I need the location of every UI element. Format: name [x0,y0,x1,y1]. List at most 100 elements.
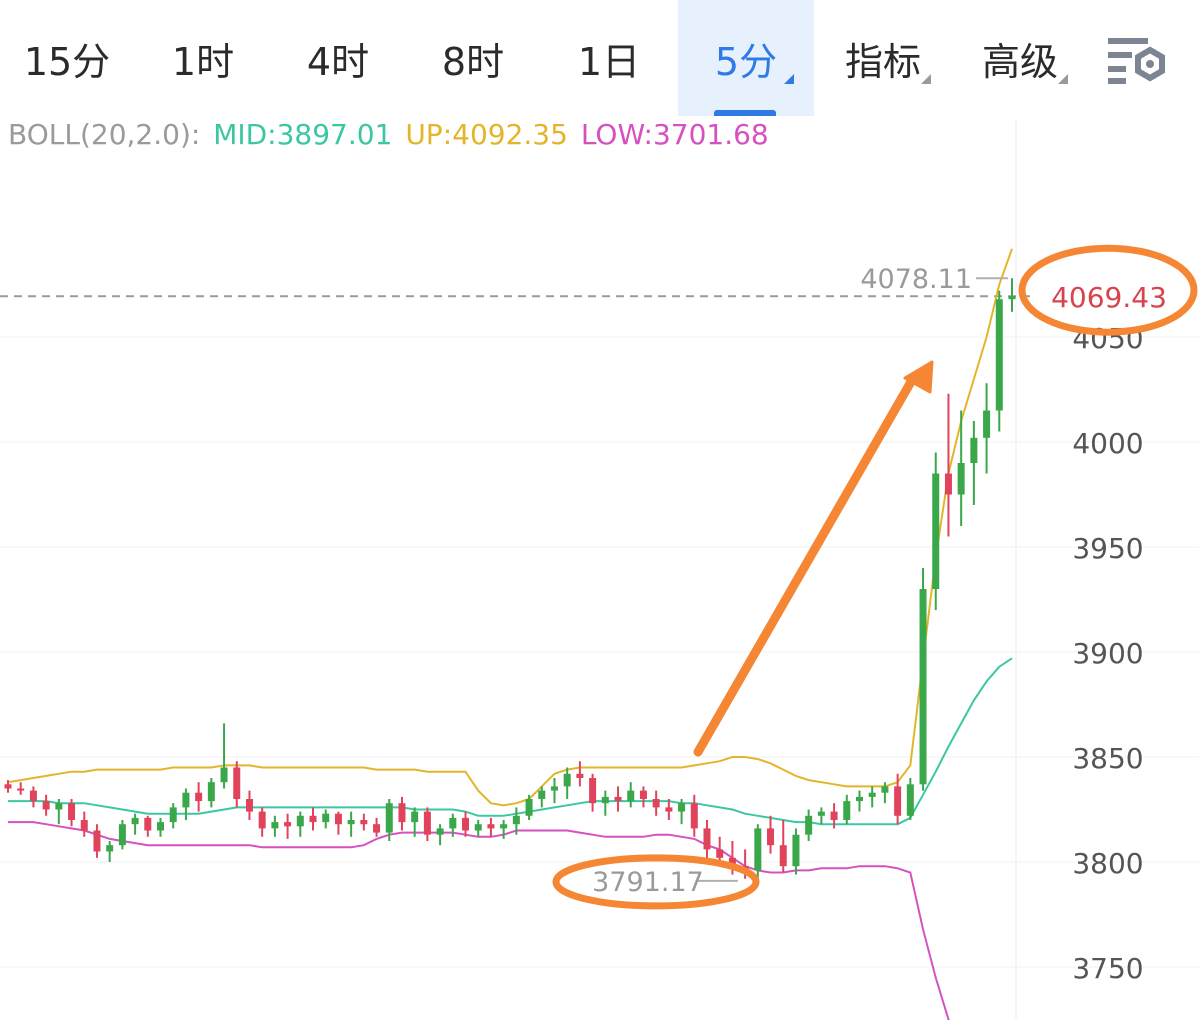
annotation-circle-current-price [1018,244,1198,336]
candle [144,815,152,837]
candle [855,790,863,812]
tab-15分[interactable]: 15分 [7,0,127,116]
candle [436,824,444,846]
candle [601,790,609,816]
candle [512,807,520,835]
y-tick-label: 3850 [1072,742,1143,775]
y-tick-label: 4050 [1072,322,1143,355]
candle [296,811,304,837]
candle [55,799,63,825]
active-tab-underline [714,110,776,116]
candle [169,803,177,829]
candle [207,778,215,808]
tab-1时[interactable]: 1时 [143,0,263,116]
y-tick-label: 3900 [1072,637,1143,670]
candle [106,841,114,862]
candle [233,761,241,808]
candle [830,803,838,829]
candle [4,780,12,793]
boll-mid-value: MID:3897.01 [213,118,393,151]
candle [576,761,584,787]
tab-4时[interactable]: 4时 [278,0,398,116]
candle [245,790,253,820]
dropdown-caret-icon [1058,74,1068,84]
tab-label: 4时 [306,40,370,84]
tab-1日[interactable]: 1日 [549,0,669,116]
boll-lower-line [8,821,950,1020]
candle [220,723,228,789]
boll-up-value: UP:4092.35 [405,118,568,151]
candle [970,421,978,505]
candle [652,790,660,816]
tab-label: 8时 [441,40,505,84]
candle [703,820,711,862]
candle [779,820,787,873]
candle [894,773,902,825]
candle [881,782,889,804]
tab-高级[interactable]: 高级 [960,0,1080,116]
candle [919,568,927,791]
candle [487,817,495,837]
annotation-circle-low-price [552,854,760,910]
candle [118,820,126,850]
high-price-label: 4078.11 [860,264,972,295]
candle [665,799,673,820]
candle [373,817,381,837]
y-tick-label: 4000 [1072,427,1143,460]
candle [449,813,457,837]
candle [131,813,139,835]
candle [563,767,571,799]
y-tick-label: 3950 [1072,532,1143,565]
candle [80,811,88,837]
candle [385,799,393,841]
candle [42,794,50,816]
candle [258,807,266,837]
candle [93,824,101,858]
candle [474,820,482,837]
candle [817,807,825,825]
candle [906,778,914,820]
candle [195,782,203,812]
candle [944,393,952,537]
candle [767,815,775,854]
candle [589,773,597,812]
tab-label: 1日 [577,40,641,84]
candle [360,813,368,831]
tab-5分[interactable]: 5分 [678,0,814,116]
current-price-label: 4069.43 [1051,281,1167,314]
tab-label: 高级 [981,40,1058,84]
boll-low-value: LOW:3701.68 [580,118,769,151]
candle [754,824,762,881]
timeframe-tabbar: 15分 1时 4时 8时 1日 5分 指标 高级 [0,0,1199,116]
boll-indicator-legend: BOLL(20,2.0): MID:3897.01 UP:4092.35 LOW… [8,118,773,151]
candle [334,811,342,835]
candle [157,817,165,837]
candle [525,794,533,820]
candle [639,786,647,808]
candle [1008,278,1016,312]
candle [182,788,190,820]
candle [678,799,686,825]
dropdown-caret-icon [784,74,794,84]
tab-label: 1时 [171,40,235,84]
candle [550,778,558,804]
tab-label: 15分 [23,40,111,84]
boll-upper-line [7,248,1013,807]
chart-settings-icon[interactable] [1108,34,1172,90]
candle [614,786,622,812]
dropdown-caret-icon [921,74,931,84]
candle [398,796,406,831]
y-tick-label: 3750 [1072,952,1143,985]
candle [690,794,698,837]
candle [284,813,292,839]
candle [423,807,431,841]
candle [983,383,991,474]
candle [957,410,965,526]
candle [868,786,876,808]
tab-指标[interactable]: 指标 [823,0,943,116]
annotation-arrow-shaft [693,375,917,757]
candle [627,782,635,808]
annotation-arrow-head [903,360,934,394]
tab-8时[interactable]: 8时 [413,0,533,116]
